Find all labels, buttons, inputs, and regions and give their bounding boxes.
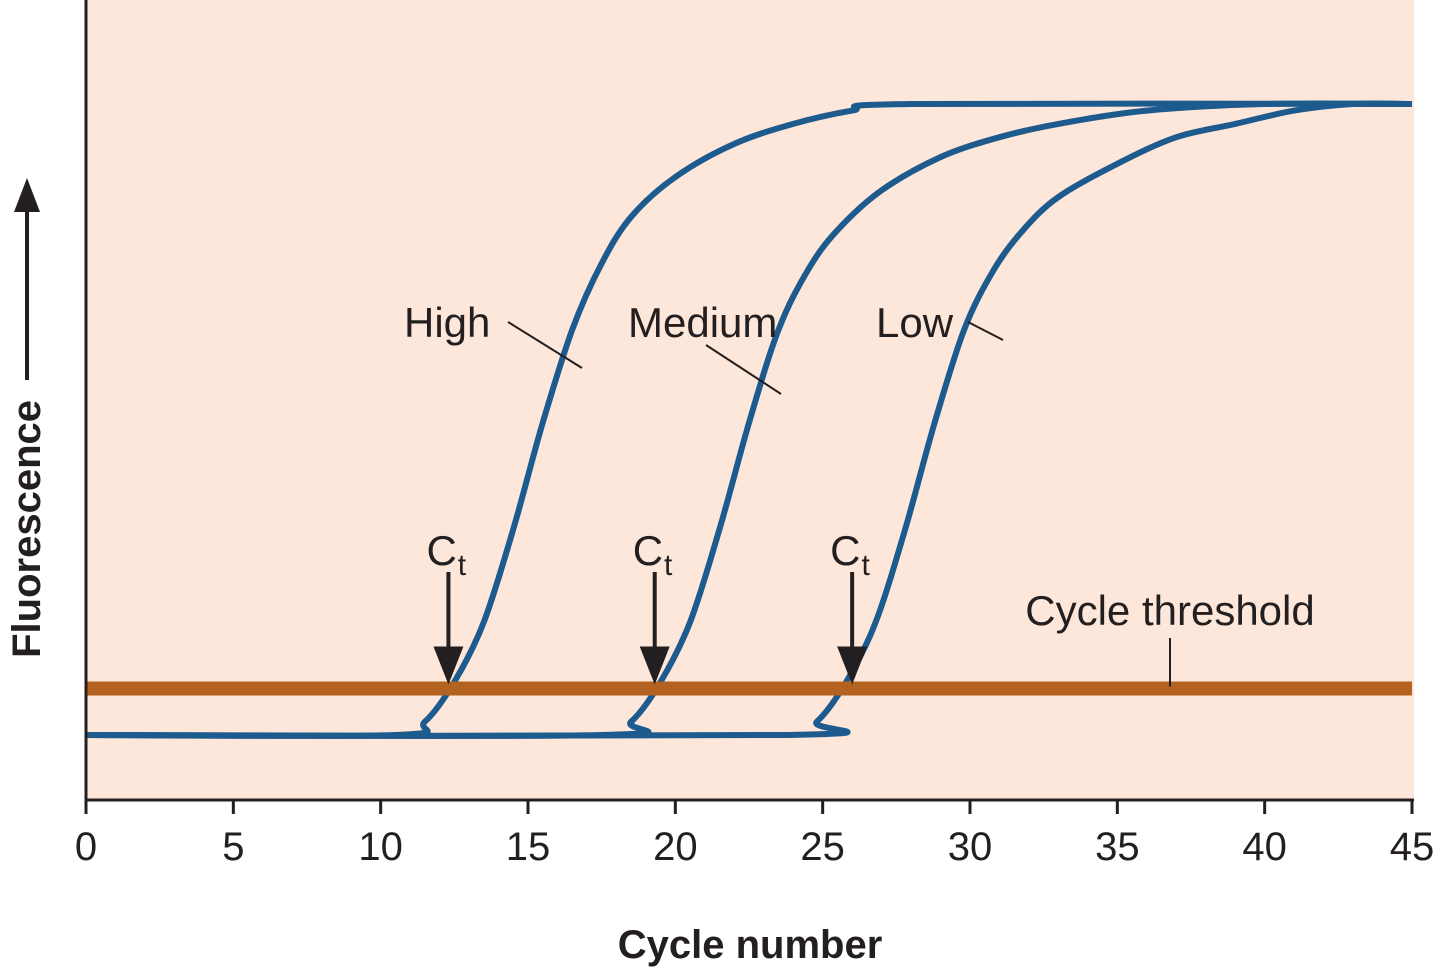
x-tick-label-25: 25: [800, 825, 845, 869]
x-axis-ticks: 0 5 10 15 20 25 30 35 40 45: [75, 800, 1434, 869]
plot-background: [86, 0, 1414, 800]
annotation-medium: Medium: [628, 299, 777, 346]
annotation-high: High: [404, 299, 490, 346]
x-axis-title: Cycle number: [618, 923, 883, 967]
x-tick-label-20: 20: [653, 825, 698, 869]
y-axis-title: Fluorescence: [5, 400, 49, 658]
x-tick-label-35: 35: [1095, 825, 1140, 869]
x-tick-label-10: 10: [358, 825, 403, 869]
threshold-label: Cycle threshold: [1025, 587, 1314, 634]
x-tick-label-0: 0: [75, 825, 97, 869]
y-axis-arrowhead: [14, 178, 40, 212]
x-tick-label-40: 40: [1242, 825, 1287, 869]
y-axis-title-group: Fluorescence: [5, 178, 49, 658]
x-tick-label-45: 45: [1390, 825, 1435, 869]
x-tick-label-30: 30: [948, 825, 993, 869]
annotation-low: Low: [876, 299, 954, 346]
x-tick-label-5: 5: [222, 825, 244, 869]
x-tick-label-15: 15: [506, 825, 551, 869]
